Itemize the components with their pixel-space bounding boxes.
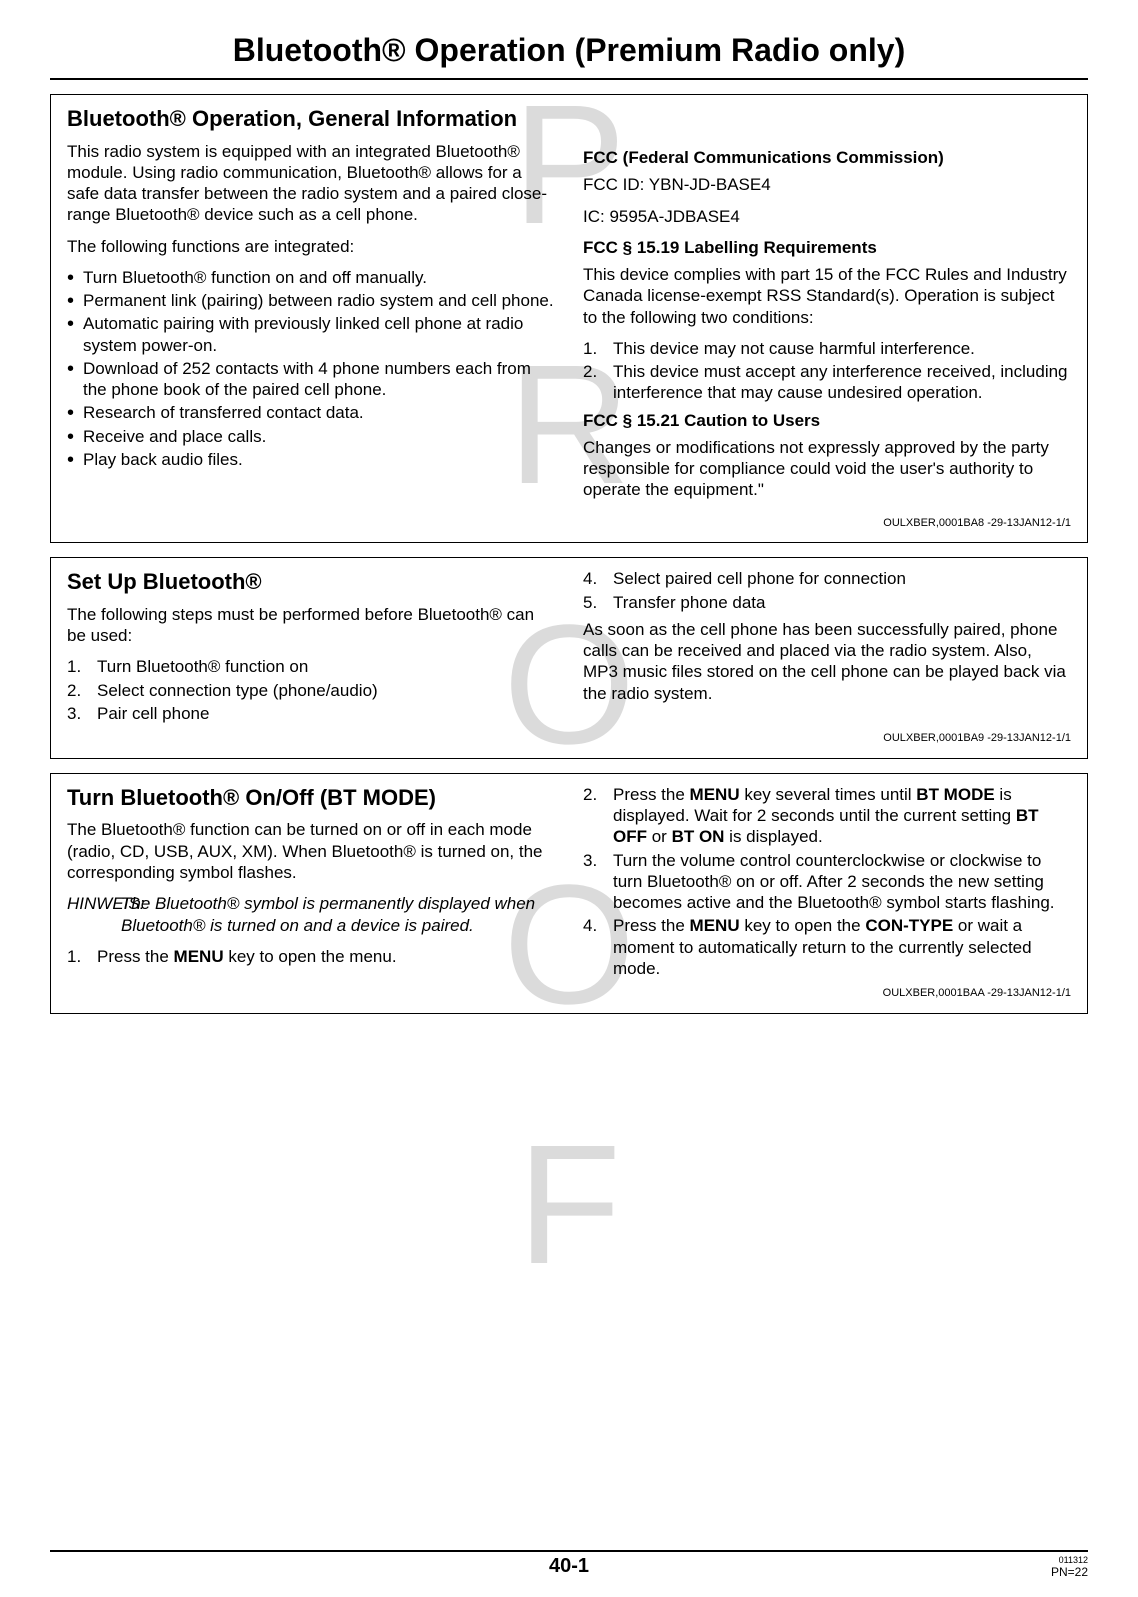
text-bold: CON-TYPE [865, 916, 953, 935]
section-bt-mode: Turn Bluetooth® On/Off (BT MODE) The Blu… [50, 773, 1088, 1014]
section1-functions-list: Turn Bluetooth® function on and off manu… [67, 267, 555, 470]
fcc-1519-text: This device complies with part 15 of the… [583, 264, 1071, 328]
text-bold: MENU [174, 947, 224, 966]
section1-ref: OULXBER,0001BA8 -29-13JAN12-1/1 [67, 517, 1071, 531]
page-footer: 40-1 011312 PN=22 [50, 1550, 1088, 1579]
list-item: Select connection type (phone/audio) [67, 680, 555, 701]
text: key several times until [740, 785, 917, 804]
page-title: Bluetooth® Operation (Premium Radio only… [50, 30, 1088, 80]
text-bold: BT ON [672, 827, 725, 846]
list-item: Download of 252 contacts with 4 phone nu… [67, 358, 555, 401]
list-item: Turn Bluetooth® function on [67, 656, 555, 677]
fcc-1519-list: This device may not cause harmful interf… [583, 338, 1071, 404]
section3-steps-right: Press the MENU key several times until B… [583, 784, 1071, 979]
text: Press the [613, 916, 690, 935]
text: key to open the [740, 916, 866, 935]
section2-steps-b: Select paired cell phone for connection … [583, 568, 1071, 613]
list-item: Play back audio files. [67, 449, 555, 470]
section2-ref: OULXBER,0001BA9 -29-13JAN12-1/1 [67, 732, 1071, 746]
section3-title: Turn Bluetooth® On/Off (BT MODE) [67, 784, 555, 812]
section2-outro: As soon as the cell phone has been succe… [583, 619, 1071, 704]
fcc-1521-head: FCC § 15.21 Caution to Users [583, 410, 1071, 431]
list-item: Transfer phone data [583, 592, 1071, 613]
list-item: Permanent link (pairing) between radio s… [67, 290, 555, 311]
ic-id: IC: 9595A-JDBASE4 [583, 206, 1071, 227]
section2-title: Set Up Bluetooth® [67, 568, 555, 596]
section2-intro: The following steps must be performed be… [67, 604, 555, 647]
list-item: Pair cell phone [67, 703, 555, 724]
hinweis-text: The Bluetooth® symbol is permanently dis… [67, 893, 555, 936]
list-item: Turn Bluetooth® function on and off manu… [67, 267, 555, 288]
hinweis-note: HINWEIS: The Bluetooth® symbol is perman… [67, 893, 555, 936]
page-number: 40-1 [549, 1554, 589, 1579]
text: Press the [97, 947, 174, 966]
list-item: Turn the volume control counterclockwise… [583, 850, 1071, 914]
fcc-1519-head: FCC § 15.19 Labelling Requirements [583, 237, 1071, 258]
list-item: Receive and place calls. [67, 426, 555, 447]
text-bold: MENU [690, 785, 740, 804]
list-item: Select paired cell phone for connection [583, 568, 1071, 589]
section-setup: Set Up Bluetooth® The following steps mu… [50, 557, 1088, 759]
section-general-info: Bluetooth® Operation, General Informatio… [50, 94, 1088, 543]
text: or [647, 827, 672, 846]
section2-steps-a: Turn Bluetooth® function on Select conne… [67, 656, 555, 724]
section1-functions-lead: The following functions are integrated: [67, 236, 555, 257]
section3-ref: OULXBER,0001BAA -29-13JAN12-1/1 [67, 987, 1071, 1001]
list-item: Press the MENU key to open the menu. [67, 946, 555, 967]
list-item: Press the MENU key to open the CON-TYPE … [583, 915, 1071, 979]
footer-pn: PN=22 [1051, 1566, 1088, 1579]
fcc-id: FCC ID: YBN-JD-BASE4 [583, 174, 1071, 195]
text-bold: BT MODE [916, 785, 994, 804]
section3-steps-left: Press the MENU key to open the menu. [67, 946, 555, 967]
list-item: This device must accept any interference… [583, 361, 1071, 404]
list-item: Research of transferred contact data. [67, 402, 555, 423]
text: key to open the menu. [224, 947, 397, 966]
fcc-1521-text: Changes or modifications not expressly a… [583, 437, 1071, 501]
section1-title: Bluetooth® Operation, General Informatio… [67, 105, 555, 133]
text-bold: MENU [690, 916, 740, 935]
list-item: Automatic pairing with previously linked… [67, 313, 555, 356]
text: is displayed. [724, 827, 822, 846]
text: Press the [613, 785, 690, 804]
list-item: This device may not cause harmful interf… [583, 338, 1071, 359]
fcc-head: FCC (Federal Communications Commission) [583, 147, 1071, 168]
list-item: Press the MENU key several times until B… [583, 784, 1071, 848]
section1-intro: This radio system is equipped with an in… [67, 141, 555, 226]
section3-intro: The Bluetooth® function can be turned on… [67, 819, 555, 883]
